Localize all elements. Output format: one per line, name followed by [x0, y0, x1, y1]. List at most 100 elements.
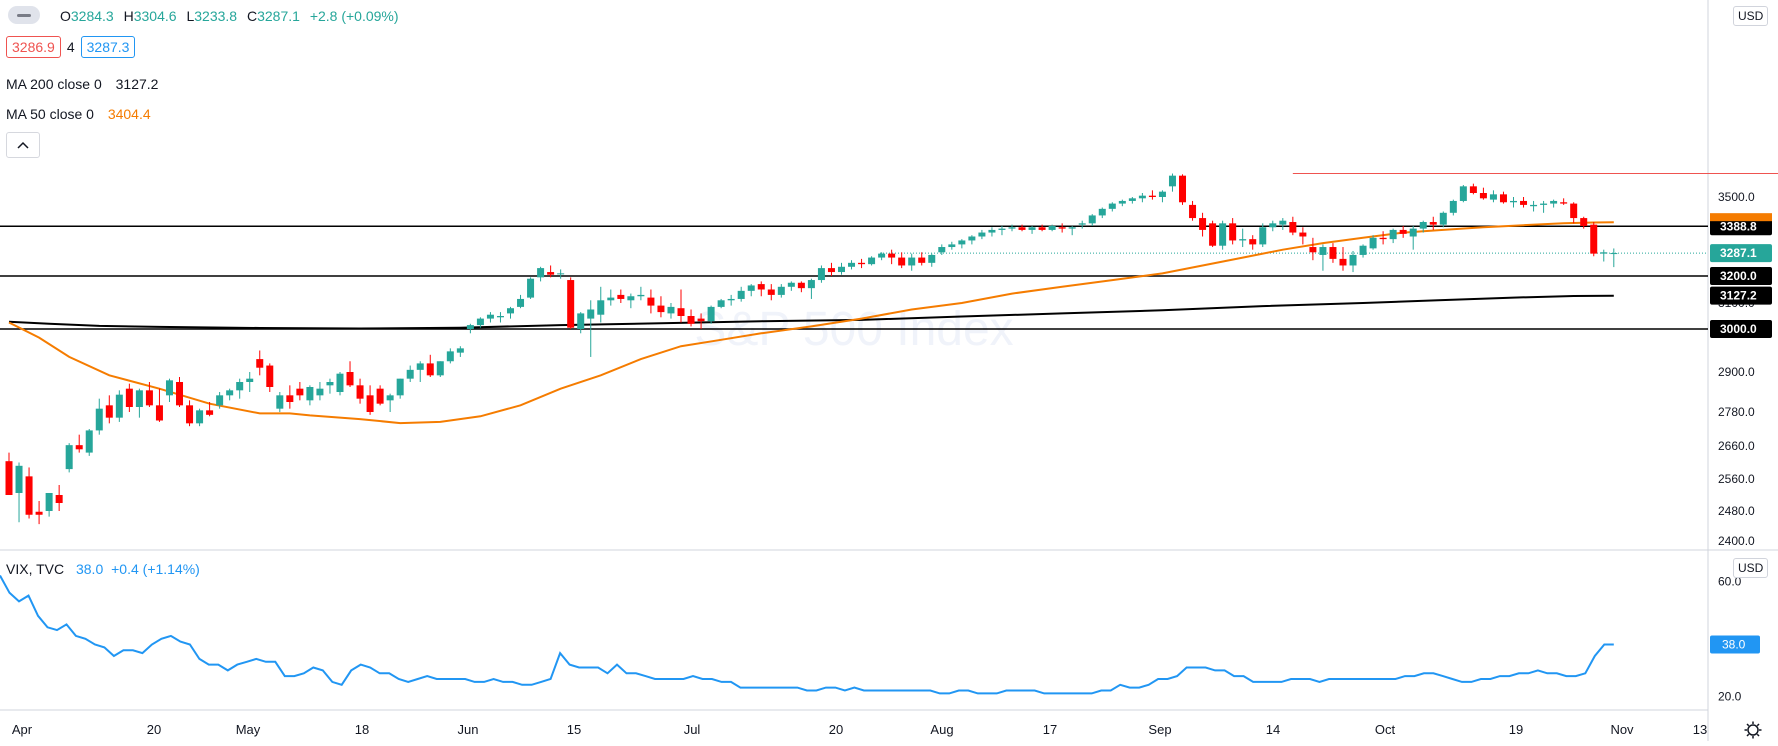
candle-body	[1088, 215, 1096, 224]
candle-body	[1098, 208, 1106, 216]
candle-body	[988, 229, 996, 233]
candle-body	[928, 254, 936, 263]
ohlc-close-key: C	[246, 8, 258, 24]
price-label: 3287.1	[1720, 246, 1757, 260]
candle-body	[1329, 247, 1337, 259]
candle-body	[1570, 203, 1578, 219]
vix-currency-button[interactable]: USD	[1733, 558, 1769, 578]
candle-body	[286, 395, 294, 402]
candle-body	[727, 298, 735, 301]
price-label: 3000.0	[1720, 322, 1757, 336]
candle-body	[1279, 220, 1287, 225]
candle-body	[1138, 195, 1146, 199]
candle-body	[376, 388, 384, 404]
candle-body	[406, 369, 414, 379]
candle-body	[206, 410, 214, 415]
candle-body	[567, 280, 575, 328]
vix-price-label-bg	[1710, 635, 1760, 654]
candle-body	[1510, 200, 1517, 203]
candle-body	[587, 309, 595, 319]
time-tick-label: May	[236, 722, 261, 737]
candle-body	[1520, 200, 1528, 205]
candle-body	[1419, 222, 1427, 229]
candle-body	[316, 388, 324, 396]
candle-body	[1469, 186, 1477, 193]
gear-tooth	[1746, 723, 1750, 727]
candle-body	[25, 476, 33, 515]
candle-body	[426, 363, 434, 376]
candle-body	[1530, 204, 1538, 207]
candle-body	[878, 253, 886, 258]
candle-body	[1239, 239, 1247, 241]
time-tick-label: 15	[567, 722, 581, 737]
candle-body	[1449, 200, 1457, 213]
candle-body	[135, 390, 143, 407]
gear-icon[interactable]	[1747, 724, 1759, 736]
currency-button[interactable]: USD	[1733, 6, 1769, 26]
candle-body	[1168, 175, 1176, 187]
candle-body	[918, 257, 926, 263]
candle-body	[1560, 202, 1568, 204]
candle-body	[346, 372, 354, 386]
candle-body	[306, 387, 314, 401]
minus-icon	[17, 13, 31, 17]
candle-body	[797, 282, 805, 289]
ma200-legend[interactable]: MA 200 close 0 3127.2	[6, 76, 158, 92]
price-label-bg	[1710, 267, 1772, 285]
price-label-bg	[1710, 244, 1772, 263]
candle-body	[938, 247, 946, 253]
candle-body	[326, 382, 334, 386]
time-tick-label: Apr	[12, 722, 33, 737]
candle-body	[476, 318, 484, 326]
candle-body	[978, 232, 986, 237]
candle-body	[1018, 227, 1026, 230]
candle-body	[757, 284, 765, 290]
candle-body	[236, 382, 244, 391]
candle-body	[557, 273, 565, 275]
candle-body	[486, 314, 494, 319]
candle-body	[948, 244, 956, 248]
candle-body	[1259, 227, 1267, 245]
price-tick-label: 2480.0	[1718, 504, 1755, 518]
sell-price-button[interactable]: 3286.9	[6, 36, 61, 58]
candle-body	[226, 390, 234, 396]
ohlc-open-value: 3284.3	[70, 8, 114, 24]
ma50-legend[interactable]: MA 50 close 0 3404.4	[6, 106, 151, 122]
candle-body	[1068, 227, 1076, 229]
vix-tick-label: 20.0	[1718, 689, 1742, 703]
candle-body	[1249, 239, 1257, 245]
candle-body	[627, 296, 635, 301]
time-tick-label: Jul	[684, 722, 701, 737]
candle-body	[667, 306, 675, 314]
ohlc-low-value: 3233.8	[194, 8, 238, 24]
candle-body	[577, 313, 585, 329]
time-tick-label: Jun	[458, 722, 479, 737]
candle-body	[888, 253, 896, 258]
buy-price-button[interactable]: 3287.3	[80, 36, 136, 58]
candle-body	[65, 445, 73, 470]
hide-legend-button[interactable]	[8, 6, 40, 24]
vix-legend[interactable]: VIX, TVC 38.0 +0.4 (+1.14%)	[6, 561, 200, 577]
candle-body	[1158, 191, 1166, 197]
candle-body	[777, 286, 785, 295]
candle-body	[35, 511, 43, 515]
ma200-line	[8, 294, 1614, 330]
candle-body	[196, 410, 204, 424]
candle-body	[908, 257, 916, 266]
candle-body	[1058, 227, 1066, 229]
candle-body	[356, 385, 364, 399]
collapse-legend-button[interactable]	[6, 132, 40, 158]
candle-body	[176, 382, 184, 406]
candle-body	[998, 228, 1006, 230]
candle-body	[396, 378, 404, 396]
price-tick-label: 2400.0	[1718, 534, 1755, 548]
candle-body	[1369, 237, 1377, 249]
candle-body	[1008, 227, 1016, 229]
candle-body	[1409, 228, 1417, 237]
candle-body	[1610, 253, 1618, 255]
candle-body	[747, 285, 755, 291]
candle-body	[807, 280, 815, 289]
candle-body	[1209, 223, 1217, 246]
